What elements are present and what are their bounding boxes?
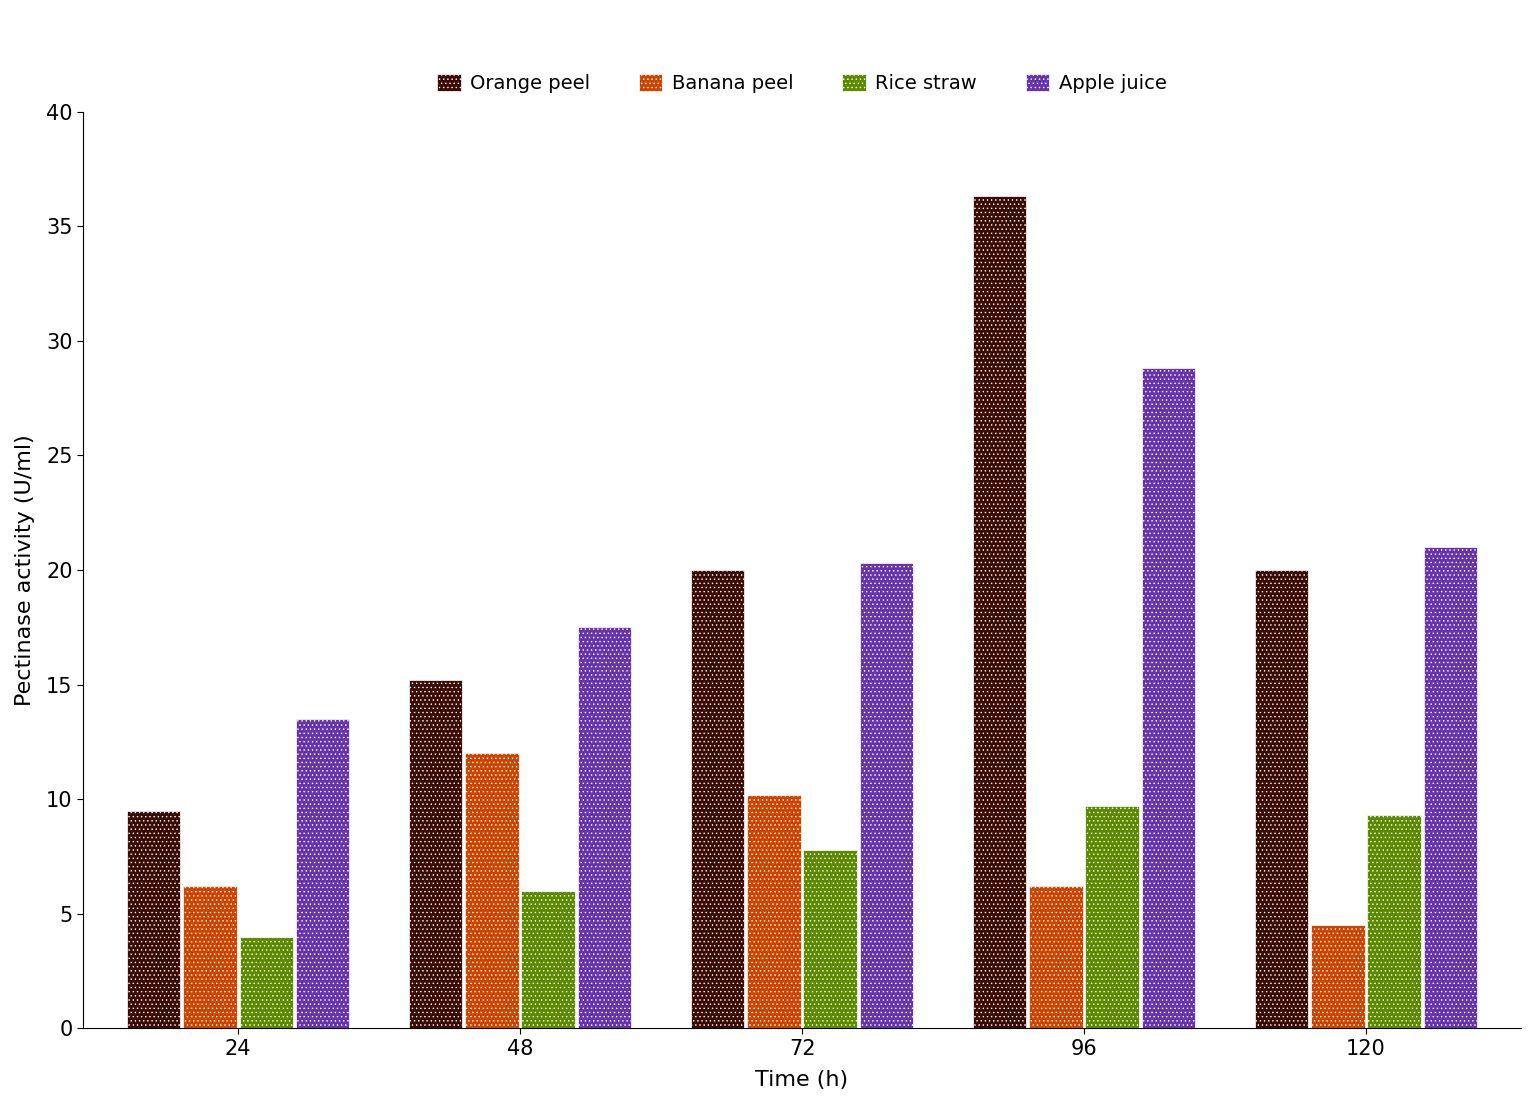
Bar bbox=[240, 937, 293, 1029]
X-axis label: Time (h): Time (h) bbox=[756, 1070, 848, 1090]
Bar bbox=[1367, 815, 1421, 1029]
Bar bbox=[1029, 886, 1083, 1029]
Bar bbox=[296, 719, 350, 1029]
Bar bbox=[183, 886, 237, 1029]
Bar bbox=[972, 197, 1026, 1029]
Bar bbox=[465, 754, 519, 1029]
Bar bbox=[1141, 368, 1195, 1029]
Y-axis label: Pectinase activity (U/ml): Pectinase activity (U/ml) bbox=[15, 434, 35, 706]
Bar bbox=[578, 628, 631, 1029]
Bar bbox=[803, 850, 857, 1029]
Bar bbox=[1310, 925, 1364, 1029]
Legend: Orange peel, Banana peel, Rice straw, Apple juice: Orange peel, Banana peel, Rice straw, Ap… bbox=[430, 66, 1175, 102]
Bar bbox=[1255, 570, 1309, 1029]
Bar bbox=[409, 680, 462, 1029]
Bar bbox=[691, 570, 745, 1029]
Bar bbox=[127, 811, 180, 1029]
Bar bbox=[1086, 807, 1140, 1029]
Bar bbox=[860, 564, 914, 1029]
Bar bbox=[521, 891, 574, 1029]
Bar bbox=[746, 794, 800, 1029]
Bar bbox=[1424, 547, 1478, 1029]
